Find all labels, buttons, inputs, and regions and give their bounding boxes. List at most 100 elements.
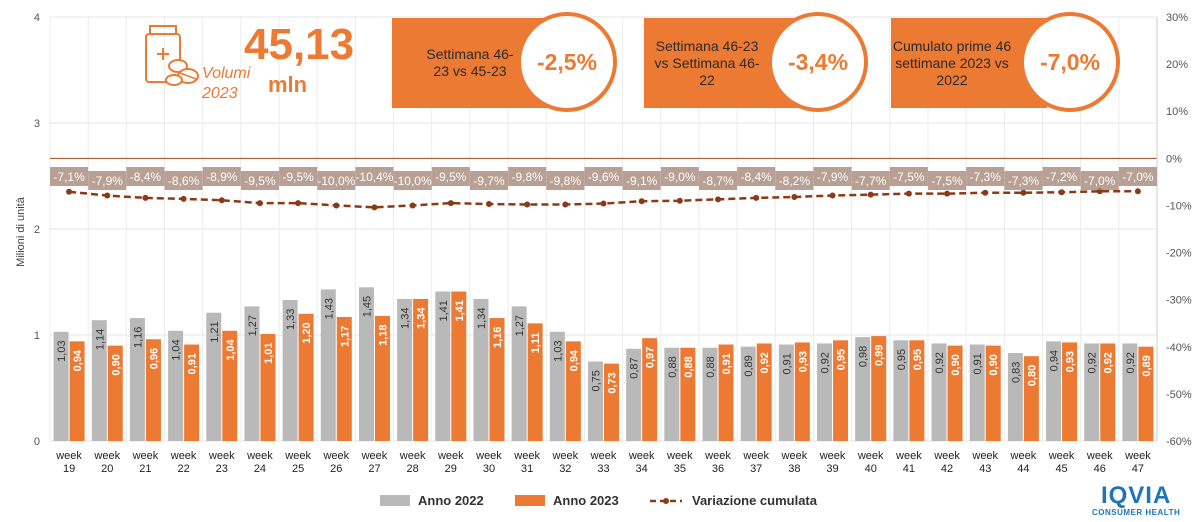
variation-point [180,195,187,202]
variation-point [944,190,951,197]
variation-label: -7,5% [893,170,925,184]
variation-point [66,188,73,195]
bar-label-2022: 0,94 [1049,350,1061,371]
category-label: week 19 [55,450,82,475]
category-label: week 39 [819,450,846,475]
bar-2022 [1084,343,1100,441]
variation-point [982,189,989,196]
bar-label-2023: 0,94 [568,349,580,371]
category-label: week 34 [628,450,655,475]
variation-point [524,201,531,208]
cumulative-variation-line [66,188,1141,211]
bar-label-2022: 0,92 [1125,352,1137,373]
category-label: week 40 [857,450,884,475]
legend-line-swatch [650,497,682,504]
bar-label-2023: 0,95 [912,349,924,370]
variation-point [562,201,569,208]
left-tick-label: 4 [34,12,40,24]
bar-label-2022: 1,43 [323,298,335,319]
variation-point [829,192,836,199]
variation-label-bg [775,171,814,190]
bar-label-2023: 0,80 [1026,365,1038,386]
variation-point [295,200,302,207]
category-label: week 38 [781,450,808,475]
bar-label-2023: 1,17 [339,326,351,347]
bar-2023 [642,338,658,441]
variation-label: -7,9% [817,170,849,184]
bar-2022 [740,346,756,441]
bar-label-2022: 0,92 [1087,352,1099,373]
variation-label: -9,8% [550,174,582,188]
bar-2022 [206,312,222,441]
left-axis: 0 1 2 3 4 [34,12,40,448]
bar-label-2022: 0,75 [591,370,603,391]
category-label: week 29 [437,450,464,475]
right-tick-label: -10% [1166,200,1192,212]
category-label: week 28 [399,450,426,475]
medicine-bottle-pills-icon [145,25,199,86]
kpi-box-text: Settimana 46-23 vs 45-23 [426,46,514,79]
left-tick-label: 3 [34,118,40,130]
variation-label: -7,9% [92,174,124,188]
variation-label-bg [202,167,241,186]
variation-label: -8,4% [741,170,773,184]
variation-label: -8,2% [779,174,811,188]
bar-2022 [855,337,871,441]
bar-2023 [1138,346,1154,441]
legend-item-variazione: Variazione cumulata [648,493,817,508]
legend-item-2022: Anno 2022 [380,493,484,508]
bars: 1,03 0,94 1,14 0,90 1,16 0,96 1,04 0,91 1,21 1,04… [53,287,1154,441]
legend-label: Anno 2023 [553,493,619,508]
bar-2022 [282,300,298,441]
bar-2023 [565,341,581,441]
bar-label-2023: 1,16 [492,327,504,348]
bar-label-2022: 1,03 [552,340,564,361]
variation-label: -7,1% [53,170,85,184]
category-label: week 42 [933,450,960,475]
variation-point [753,194,760,201]
bar-label-2022: 1,21 [209,321,221,342]
bar-label-2023: 0,94 [72,349,84,371]
variation-label-bg [622,171,661,190]
category-label: week 37 [742,450,769,475]
bar-label-2022: 1,41 [438,300,450,321]
bar-label-2022: 0,89 [743,355,755,376]
category-label: week 24 [246,450,273,475]
variation-label: -10,4% [355,170,393,184]
variation-point [676,197,683,204]
category-label: week 47 [1124,450,1151,475]
bar-label-2022: 0,91 [781,353,793,374]
bar-label-2023: 0,92 [1103,352,1115,373]
bar-2023 [1100,343,1116,441]
bar-label-2023: 0,92 [759,352,771,373]
variation-point [1058,189,1065,196]
bar-2022 [626,348,642,441]
variation-point [485,201,492,208]
variation-label: -7,3% [970,170,1002,184]
category-label: week 20 [93,450,120,475]
legend-label: Variazione cumulata [692,493,817,508]
variation-label: -9,6% [588,170,620,184]
bar-label-2023: 0,93 [1065,351,1077,372]
category-label: week 26 [322,450,349,475]
bar-2022 [588,361,603,441]
bar-2023 [527,323,543,441]
category-label: week 32 [551,450,578,475]
variation-label: -7,7% [855,174,887,188]
right-tick-label: 30% [1166,12,1188,24]
variation-label: -9,0% [664,170,696,184]
category-label: week 33 [590,450,617,475]
variation-point [371,204,378,211]
bar-2022 [244,306,260,441]
bar-label-2023: 1,18 [377,324,389,345]
right-tick-label: -20% [1166,248,1192,260]
bar-2023 [69,341,85,441]
bar-label-2023: 0,99 [874,345,886,366]
bar-label-2022: 1,16 [132,327,144,348]
volume-unit: mln [268,72,308,97]
bar-2022 [817,343,833,441]
bar-2022 [129,318,145,441]
bar-2023 [718,344,734,441]
bar-label-2023: 1,11 [530,333,542,354]
